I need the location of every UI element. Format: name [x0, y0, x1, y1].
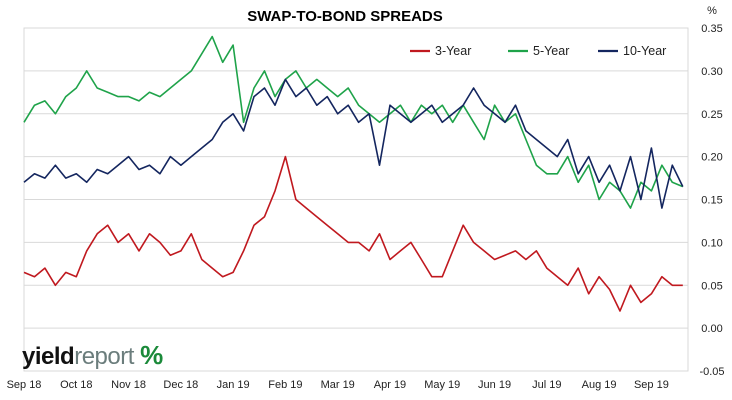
series-line-1 [23, 155, 683, 312]
legend: 3-Year 5-Year 10-Year [410, 44, 666, 58]
x-tick-label-5: Feb 19 [268, 379, 302, 391]
yieldreport-logo: yieldreport % [22, 340, 163, 371]
y-tick-label-0: 0.35 [701, 23, 722, 35]
x-tick-label-0: Sep 18 [7, 379, 42, 391]
x-tick-label-6: Mar 19 [321, 379, 355, 391]
x-axis: Sep 18 Oct 18 Nov 18 Dec 18 Jan 19 Feb 19 Mar … [7, 379, 669, 391]
y-tick-label-1: 0.30 [701, 66, 722, 78]
x-tick-label-8: May 19 [424, 379, 460, 391]
x-tick-label-4: Jan 19 [217, 379, 250, 391]
logo-text-report: report [74, 343, 134, 370]
gridlines [24, 27, 688, 372]
y-tick-label-6: 0.05 [701, 280, 722, 292]
legend-label-3: 10-Year [623, 44, 666, 58]
chart-title: SWAP-TO-BOND SPREADS [247, 8, 443, 25]
logo-percent-icon: % [140, 340, 163, 370]
legend-label-2: 5-Year [533, 44, 569, 58]
y-tick-label-8: -0.05 [699, 366, 724, 378]
y-tick-label-2: 0.25 [701, 109, 722, 121]
series-line-2 [23, 35, 684, 209]
series-line-3 [23, 78, 684, 209]
x-tick-label-9: Jun 19 [478, 379, 511, 391]
y-tick-label-7: 0.00 [701, 323, 722, 335]
x-tick-label-11: Aug 19 [582, 379, 617, 391]
series-group [23, 35, 684, 312]
y-tick-label-5: 0.10 [701, 237, 722, 249]
y-tick-label-4: 0.15 [701, 195, 722, 207]
x-tick-label-12: Sep 19 [634, 379, 669, 391]
legend-label-1: 3-Year [435, 44, 471, 58]
y-axis: 0.35 0.30 0.25 0.20 0.15 0.10 0.05 0.00 -0.05 [699, 23, 724, 378]
x-tick-label-3: Dec 18 [163, 379, 198, 391]
x-tick-label-1: Oct 18 [60, 379, 92, 391]
y-tick-label-3: 0.20 [701, 152, 722, 164]
x-tick-label-2: Nov 18 [111, 379, 146, 391]
x-tick-label-10: Jul 19 [532, 379, 561, 391]
y-unit-label: % [707, 5, 717, 17]
x-tick-label-7: Apr 19 [374, 379, 406, 391]
logo-text-yield: yield [22, 343, 75, 370]
